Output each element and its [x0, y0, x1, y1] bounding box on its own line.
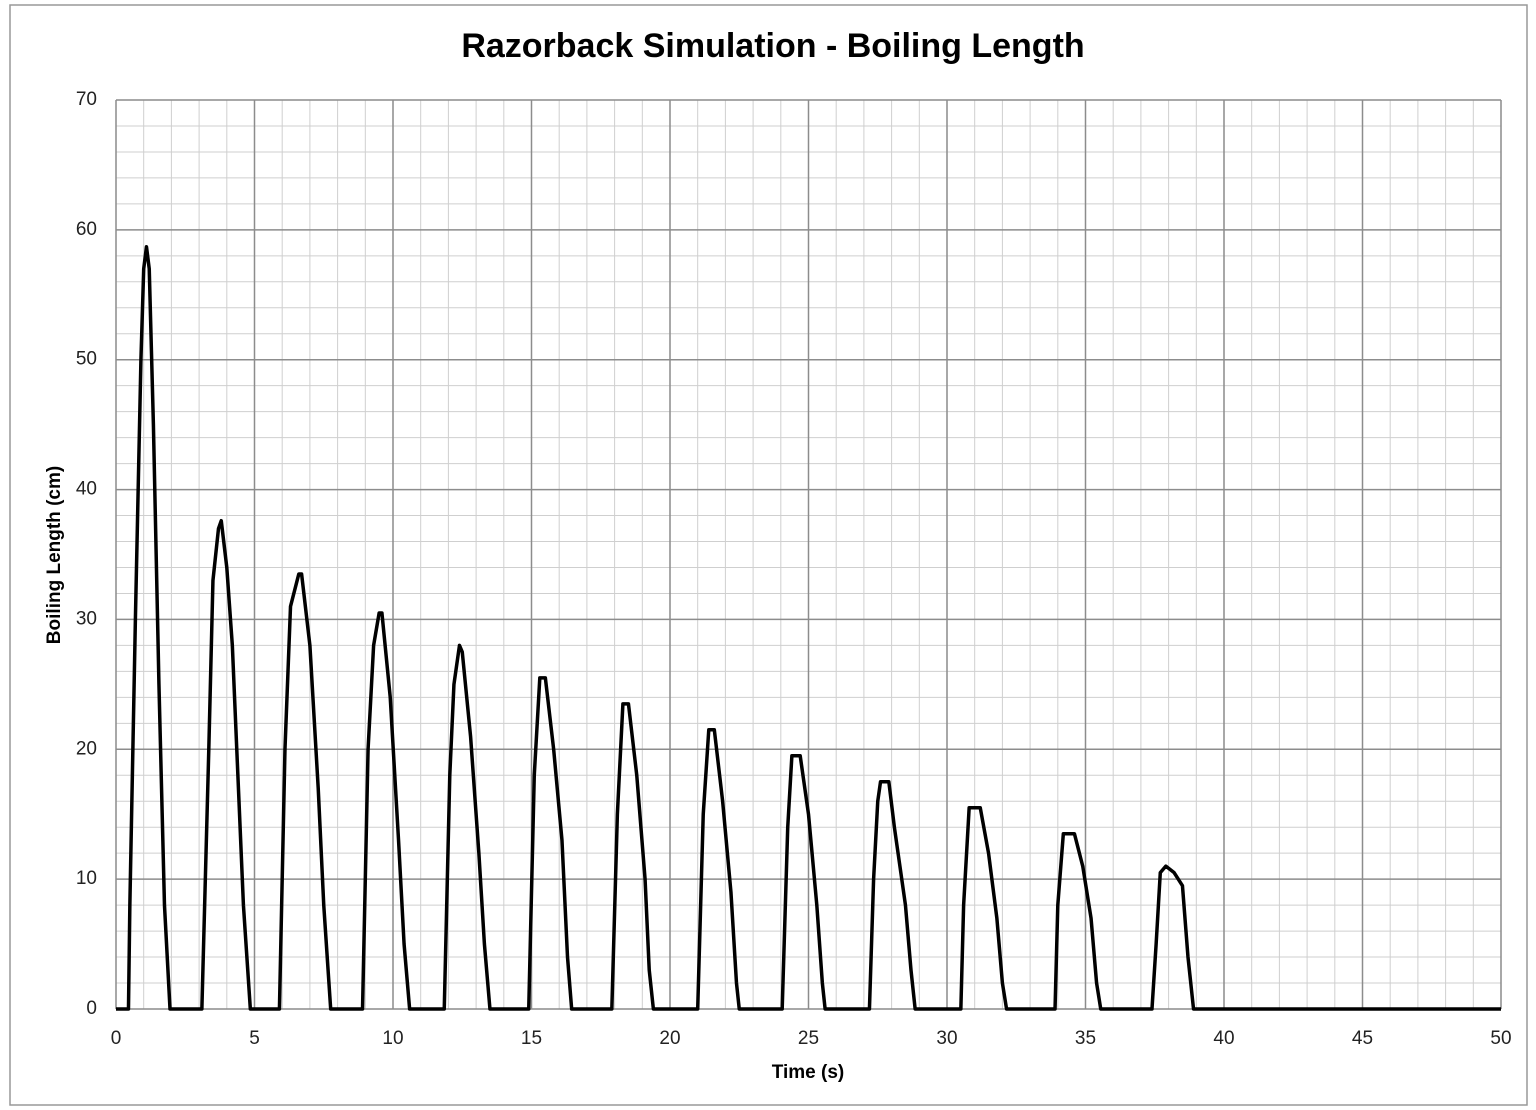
y-tick-label: 20: [76, 738, 97, 759]
data-line: [116, 244, 1501, 1011]
x-tick-label: 30: [936, 1028, 957, 1049]
y-axis-label: Boiling Length (cm): [44, 466, 65, 644]
x-tick-label: 40: [1213, 1028, 1234, 1049]
minor-grid: [116, 100, 1501, 1009]
y-tick-label: 70: [76, 89, 97, 110]
y-tick-label: 10: [76, 868, 97, 889]
y-tick-label: 50: [76, 349, 97, 370]
x-tick-label: 15: [521, 1028, 542, 1049]
y-tick-label: 60: [76, 219, 97, 240]
chart-title: Razorback Simulation - Boiling Length: [461, 27, 1084, 65]
x-tick-label: 0: [111, 1028, 122, 1049]
x-axis-label: Time (s): [772, 1062, 845, 1083]
chart-frame: [9, 4, 1528, 1106]
x-tick-label: 35: [1075, 1028, 1096, 1049]
x-tick-label: 25: [798, 1028, 819, 1049]
x-tick-label: 10: [382, 1028, 403, 1049]
y-tick-label: 40: [76, 479, 97, 500]
x-tick-label: 20: [659, 1028, 680, 1049]
x-tick-label: 45: [1352, 1028, 1373, 1049]
x-tick-label: 50: [1490, 1028, 1511, 1049]
y-tick-label: 0: [86, 998, 97, 1019]
y-tick-label: 30: [76, 608, 97, 629]
x-tick-label: 5: [249, 1028, 260, 1049]
